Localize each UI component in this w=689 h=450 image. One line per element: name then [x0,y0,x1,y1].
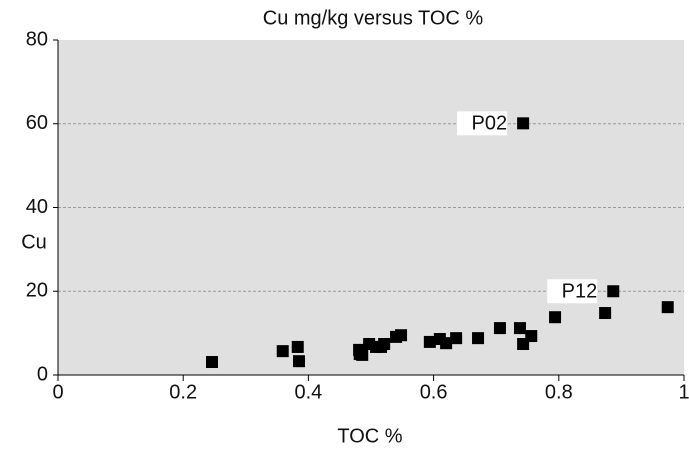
x-tick-label: 1 [678,381,689,403]
point [607,285,620,298]
y-tick-label: 20 [26,280,48,302]
x-tick-label: 0.4 [294,381,322,403]
point [291,340,304,353]
point [549,311,562,324]
point-label: P12 [562,281,598,303]
x-tick-label: 0.8 [545,381,573,403]
point [525,330,538,343]
point [661,301,674,314]
point-label-bg [457,111,508,136]
point [423,335,436,348]
y-tick-label: 80 [26,28,48,50]
point [472,332,485,345]
point [450,332,463,345]
y-tick-label: 60 [26,112,48,134]
point [395,329,408,342]
point [293,355,306,368]
point [517,117,530,130]
point [513,322,526,335]
point [205,356,218,369]
point [378,338,391,351]
x-tick-label: 0 [52,381,63,403]
point-label-bg [547,279,598,304]
point [493,322,506,335]
point [356,348,369,361]
y-axis-label: Cu [21,231,47,253]
x-axis-label: TOC % [337,425,402,447]
x-tick-label: 0.6 [420,381,448,403]
chart-title: Cu mg/kg versus TOC % [263,7,484,29]
point [440,337,453,350]
point [276,345,289,358]
point [599,307,612,320]
x-tick-label: 0.2 [169,381,197,403]
y-tick-label: 0 [37,363,48,385]
point-label: P02 [472,113,508,135]
y-tick-label: 40 [26,196,48,218]
